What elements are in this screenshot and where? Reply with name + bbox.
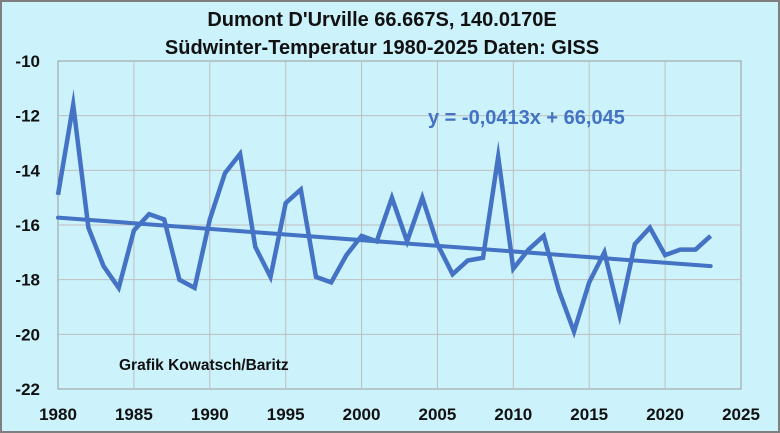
chart-subtitle: Südwinter-Temperatur 1980-2025 Daten: GI… [164,37,600,59]
x-tick-label: 2020 [646,405,684,424]
chart-title: Dumont D'Urville 66.667S, 140.0170E [207,9,557,31]
y-tick-label: -12 [15,107,40,126]
x-tick-label: 2000 [343,405,381,424]
x-tick-label: 1980 [39,405,77,424]
y-axis-ticks: -10 -12 -14 -16 -18 -20 -22 [15,52,40,399]
x-tick-label: 2025 [722,405,760,424]
x-tick-label: 1985 [115,405,153,424]
temperature-series-line [55,89,713,339]
x-tick-label: 1990 [191,405,229,424]
x-tick-label: 2015 [570,405,608,424]
series-group [55,89,713,339]
y-tick-label: -14 [15,161,40,180]
x-axis-ticks: 1980 1985 1990 1995 2000 2005 2010 2015 2020 2025 [39,405,760,424]
x-tick-label: 2005 [419,405,457,424]
y-tick-label: -18 [15,271,40,290]
y-tick-label: -16 [15,216,40,235]
y-tick-label: -20 [15,325,40,344]
trendline-equation: y = -0,0413x + 66,045 [428,107,625,129]
x-tick-label: 2010 [494,405,532,424]
y-tick-label: -10 [15,52,40,71]
y-tick-label: -22 [15,380,40,399]
credit-annotation: Grafik Kowatsch/Baritz [119,357,289,374]
x-tick-label: 1995 [267,405,305,424]
